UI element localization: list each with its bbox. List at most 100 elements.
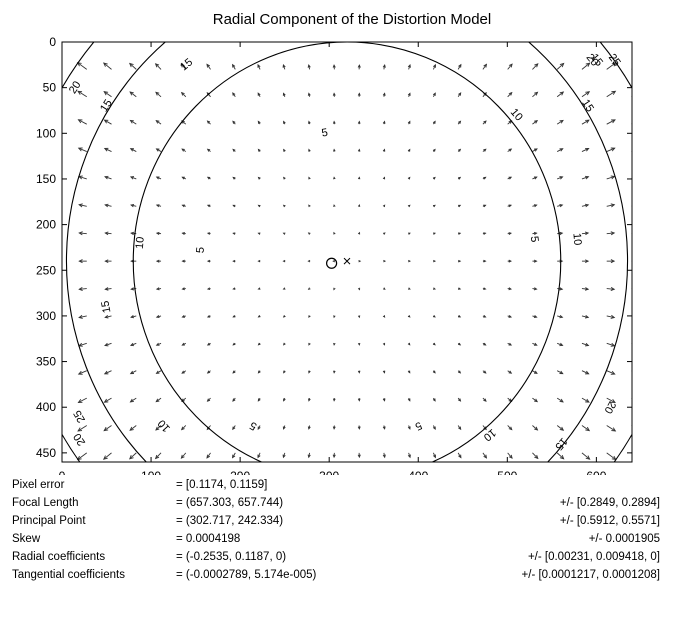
field-arrow (232, 342, 236, 346)
field-arrow (232, 176, 236, 180)
info-row-tangential-coefficients: Tangential coefficients = (-0.0002789, 5… (12, 566, 662, 584)
y-tick-label: 200 (36, 218, 56, 232)
field-arrow (333, 315, 336, 319)
field-arrow (606, 452, 617, 461)
field-arrow (357, 120, 361, 125)
field-arrow (307, 452, 311, 459)
field-arrow (457, 342, 462, 346)
contour-lines (62, 42, 632, 462)
y-tick-label: 100 (36, 126, 56, 140)
field-arrow (103, 119, 112, 125)
field-arrow (631, 452, 632, 454)
field-arrow (382, 64, 386, 70)
field-arrow (307, 259, 311, 263)
contour-label: 25 (606, 52, 623, 69)
field-arrow (407, 176, 411, 180)
field-arrow (357, 64, 361, 70)
field-arrow (333, 231, 336, 235)
field-arrow (129, 425, 137, 431)
field-arrow (130, 203, 137, 208)
field-arrow (357, 148, 361, 152)
contour-label: 5 (195, 247, 207, 254)
field-arrow (181, 232, 186, 235)
info-error: +/- [0.0001217, 0.0001208] (521, 569, 660, 581)
field-arrow (408, 287, 411, 290)
field-arrow (308, 397, 311, 402)
field-arrow (155, 314, 162, 319)
plot-frame (61, 41, 633, 463)
field-arrow (104, 203, 112, 208)
field-arrow (308, 120, 311, 125)
field-arrow (103, 397, 112, 403)
field-arrow (383, 42, 385, 43)
field-arrow (333, 204, 336, 207)
field-arrow (86, 42, 87, 43)
field-arrow (180, 452, 187, 459)
field-arrow (135, 42, 137, 43)
field-arrow (606, 314, 616, 319)
field-arrow (102, 62, 112, 70)
field-arrow (155, 91, 162, 98)
field-arrow (482, 148, 487, 152)
field-arrow (581, 397, 590, 403)
field-arrow (581, 259, 590, 263)
field-arrow (507, 91, 513, 98)
field-arrow (232, 314, 236, 318)
field-arrow (432, 204, 436, 208)
field-arrow (631, 68, 632, 70)
field-arrow (155, 425, 162, 431)
field-arrow (257, 259, 261, 263)
info-label: Radial coefficients (12, 551, 106, 563)
contour-label: 10 (570, 233, 583, 246)
field-arrow (432, 342, 436, 346)
field-arrow (103, 425, 112, 432)
field-arrow (62, 343, 63, 344)
field-arrow (232, 397, 236, 402)
info-row-focal-length: Focal Length = (657.303, 657.744) +/- [0… (12, 494, 662, 512)
field-arrow (482, 232, 487, 235)
field-arrow (357, 452, 361, 459)
x-tick-label: 200 (230, 469, 250, 475)
field-arrow (357, 342, 361, 346)
field-arrow (257, 204, 261, 208)
contour-label: 15 (99, 300, 113, 314)
field-arrow (606, 397, 616, 403)
field-arrow (359, 42, 360, 43)
field-arrow (581, 314, 590, 319)
field-arrow (507, 342, 513, 346)
field-arrow (432, 370, 436, 374)
field-arrow (556, 370, 564, 375)
field-arrow (457, 63, 462, 70)
field-arrow (532, 176, 538, 180)
field-arrow (185, 42, 186, 43)
contour-label: 5 (248, 419, 259, 432)
field-arrow (432, 314, 436, 318)
field-arrow (357, 204, 361, 207)
field-arrow (433, 42, 434, 43)
field-arrow (180, 91, 187, 98)
field-arrow (532, 397, 539, 403)
field-arrow (357, 425, 361, 430)
field-arrow (155, 120, 162, 125)
field-arrow (606, 42, 608, 43)
field-arrow (206, 397, 211, 402)
field-arrow (432, 232, 436, 235)
contour-label: 15 (178, 56, 195, 73)
info-row-pixel-error: Pixel error = [0.1174, 0.1159] (12, 476, 662, 494)
field-arrow (432, 63, 436, 70)
field-arrow (206, 342, 211, 346)
field-arrow (606, 287, 616, 291)
contour-label: 20 (71, 431, 88, 448)
field-arrow (78, 314, 87, 319)
field-arrow (631, 288, 632, 290)
field-arrow (482, 259, 487, 263)
field-arrow (332, 425, 336, 430)
field-arrow (232, 259, 236, 263)
info-value: = [0.1174, 0.1159] (176, 479, 268, 491)
info-row-radial-coefficients: Radial coefficients = (-0.2535, 0.1187, … (12, 548, 662, 566)
field-arrow (77, 175, 87, 180)
field-arrow (482, 342, 487, 346)
field-arrow (382, 425, 386, 430)
field-arrow (284, 42, 285, 43)
field-arrow (482, 120, 487, 125)
